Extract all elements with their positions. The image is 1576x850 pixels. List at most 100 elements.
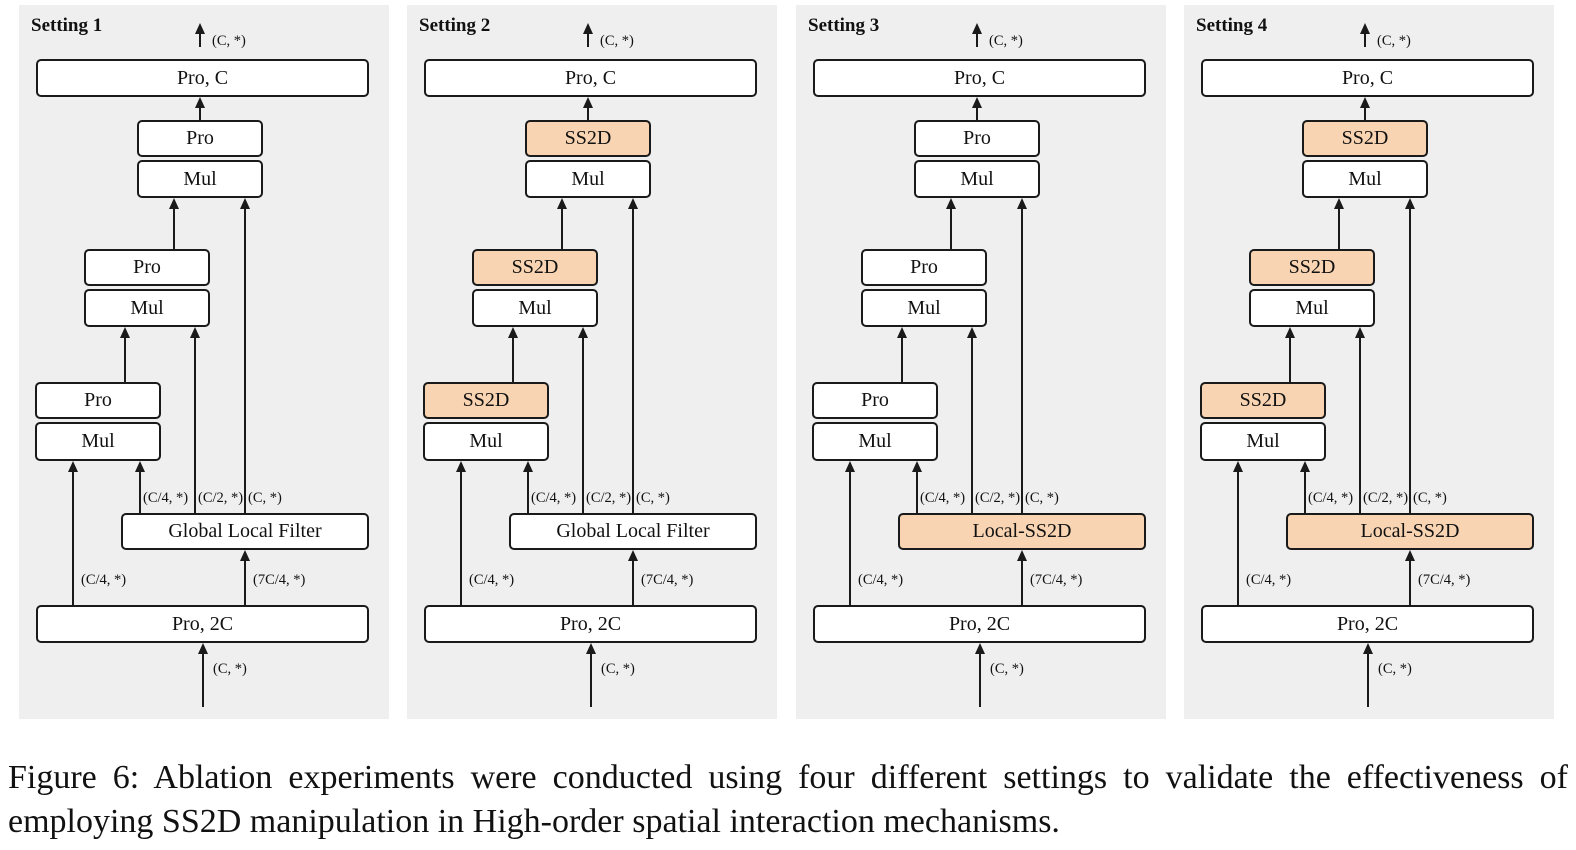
input-projection-box: Pro, 2C (424, 605, 757, 643)
arrow-head (120, 327, 130, 338)
arrow-head (240, 550, 250, 561)
arrow-head (1360, 23, 1370, 34)
branch-3-dim-label: (C, *) (636, 490, 670, 506)
arrow-head (195, 97, 205, 108)
arrow-head (68, 461, 78, 472)
arrow-head (972, 97, 982, 108)
arrow-head (198, 643, 208, 654)
arrow-head (523, 461, 533, 472)
arrow-layer (456, 23, 638, 707)
setting-panel: Setting 2 Pro, C SS2D Mul SS2D Mul SS2D Mul Glob… (407, 5, 777, 719)
arrow-layer (1233, 23, 1415, 707)
panel-title: Setting 3 (808, 15, 880, 36)
input-dim-label: (C, *) (1378, 661, 1412, 677)
arrow-head (195, 23, 205, 34)
panel-title: Setting 4 (1196, 15, 1268, 36)
arrow-head (1285, 327, 1295, 338)
arrow-head (557, 198, 567, 209)
filter-box: Global Local Filter (121, 513, 369, 550)
panel-title: Setting 1 (31, 15, 103, 36)
branch-2-dim-label: (C/2, *) (198, 490, 244, 506)
branch-2-dim-label: (C/2, *) (586, 490, 632, 506)
arrow-head (190, 327, 200, 338)
stage2-upper-box: SS2D (472, 249, 598, 286)
split-left-dim-label: (C/4, *) (81, 572, 127, 588)
output-dim-label: (C, *) (212, 33, 246, 49)
stage1-mul-box: Mul (423, 422, 549, 461)
arrow-head (967, 327, 977, 338)
branch-3-dim-label: (C, *) (1413, 490, 1447, 506)
arrow-head (1355, 327, 1365, 338)
arrow-head (508, 327, 518, 338)
stage1-mul-box: Mul (35, 422, 161, 461)
split-left-dim-label: (C/4, *) (469, 572, 515, 588)
output-dim-label: (C, *) (989, 33, 1023, 49)
stage3-upper-box: SS2D (525, 120, 651, 157)
split-right-dim-label: (7C/4, *) (641, 572, 694, 588)
branch-1-dim-label: (C/4, *) (920, 490, 966, 506)
stage1-mul-box: Mul (1200, 422, 1326, 461)
arrow-head (586, 643, 596, 654)
setting-panel: Setting 1 Pro, C Pro Mul Pro Mul Pro Mul Global … (19, 5, 389, 719)
filter-box: Global Local Filter (509, 513, 757, 550)
stage1-mul-box: Mul (812, 422, 938, 461)
stage2-mul-box: Mul (84, 289, 210, 327)
output-dim-label: (C, *) (1377, 33, 1411, 49)
arrow-head (1405, 198, 1415, 209)
branch-2-dim-label: (C/2, *) (975, 490, 1021, 506)
arrow-head (1017, 550, 1027, 561)
input-dim-label: (C, *) (601, 661, 635, 677)
arrow-head (1233, 461, 1243, 472)
arrow-head (578, 327, 588, 338)
arrow-head (912, 461, 922, 472)
stage2-upper-box: Pro (84, 249, 210, 286)
setting-panel: Setting 3 Pro, C Pro Mul Pro Mul Pro Mul Local-S… (796, 5, 1166, 719)
arrow-head (975, 643, 985, 654)
stage3-upper-box: Pro (137, 120, 263, 157)
input-projection-box: Pro, 2C (813, 605, 1146, 643)
arrow-head (1017, 198, 1027, 209)
branch-2-dim-label: (C/2, *) (1363, 490, 1409, 506)
arrow-head (1300, 461, 1310, 472)
arrow-head (240, 198, 250, 209)
arrow-head (135, 461, 145, 472)
split-left-dim-label: (C/4, *) (858, 572, 904, 588)
arrow-head (583, 23, 593, 34)
arrow-head (946, 198, 956, 209)
arrow-head (1360, 97, 1370, 108)
arrow-head (456, 461, 466, 472)
arrow-head (628, 550, 638, 561)
filter-box: Local-SS2D (1286, 513, 1534, 550)
filter-box: Local-SS2D (898, 513, 1146, 550)
stage2-mul-box: Mul (861, 289, 987, 327)
branch-1-dim-label: (C/4, *) (1308, 490, 1354, 506)
stage2-upper-box: Pro (861, 249, 987, 286)
panel-title: Setting 2 (419, 15, 491, 36)
stage3-upper-box: SS2D (1302, 120, 1428, 157)
stage2-mul-box: Mul (472, 289, 598, 327)
arrow-head (1363, 643, 1373, 654)
stage3-mul-box: Mul (914, 160, 1040, 198)
branch-1-dim-label: (C/4, *) (143, 490, 189, 506)
stage2-upper-box: SS2D (1249, 249, 1375, 286)
split-right-dim-label: (7C/4, *) (1030, 572, 1083, 588)
stage1-upper-box: SS2D (1200, 382, 1326, 419)
split-left-dim-label: (C/4, *) (1246, 572, 1292, 588)
arrow-head (628, 198, 638, 209)
arrow-head (169, 198, 179, 209)
stage3-mul-box: Mul (1302, 160, 1428, 198)
arrow-layer (845, 23, 1027, 707)
output-projection-box: Pro, C (424, 59, 757, 97)
branch-3-dim-label: (C, *) (248, 490, 282, 506)
input-dim-label: (C, *) (213, 661, 247, 677)
arrow-head (1405, 550, 1415, 561)
arrow-head (583, 97, 593, 108)
arrow-head (897, 327, 907, 338)
stage3-mul-box: Mul (525, 160, 651, 198)
input-projection-box: Pro, 2C (1201, 605, 1534, 643)
split-right-dim-label: (7C/4, *) (253, 572, 306, 588)
output-projection-box: Pro, C (1201, 59, 1534, 97)
input-projection-box: Pro, 2C (36, 605, 369, 643)
stage1-upper-box: Pro (35, 382, 161, 419)
arrow-head (845, 461, 855, 472)
